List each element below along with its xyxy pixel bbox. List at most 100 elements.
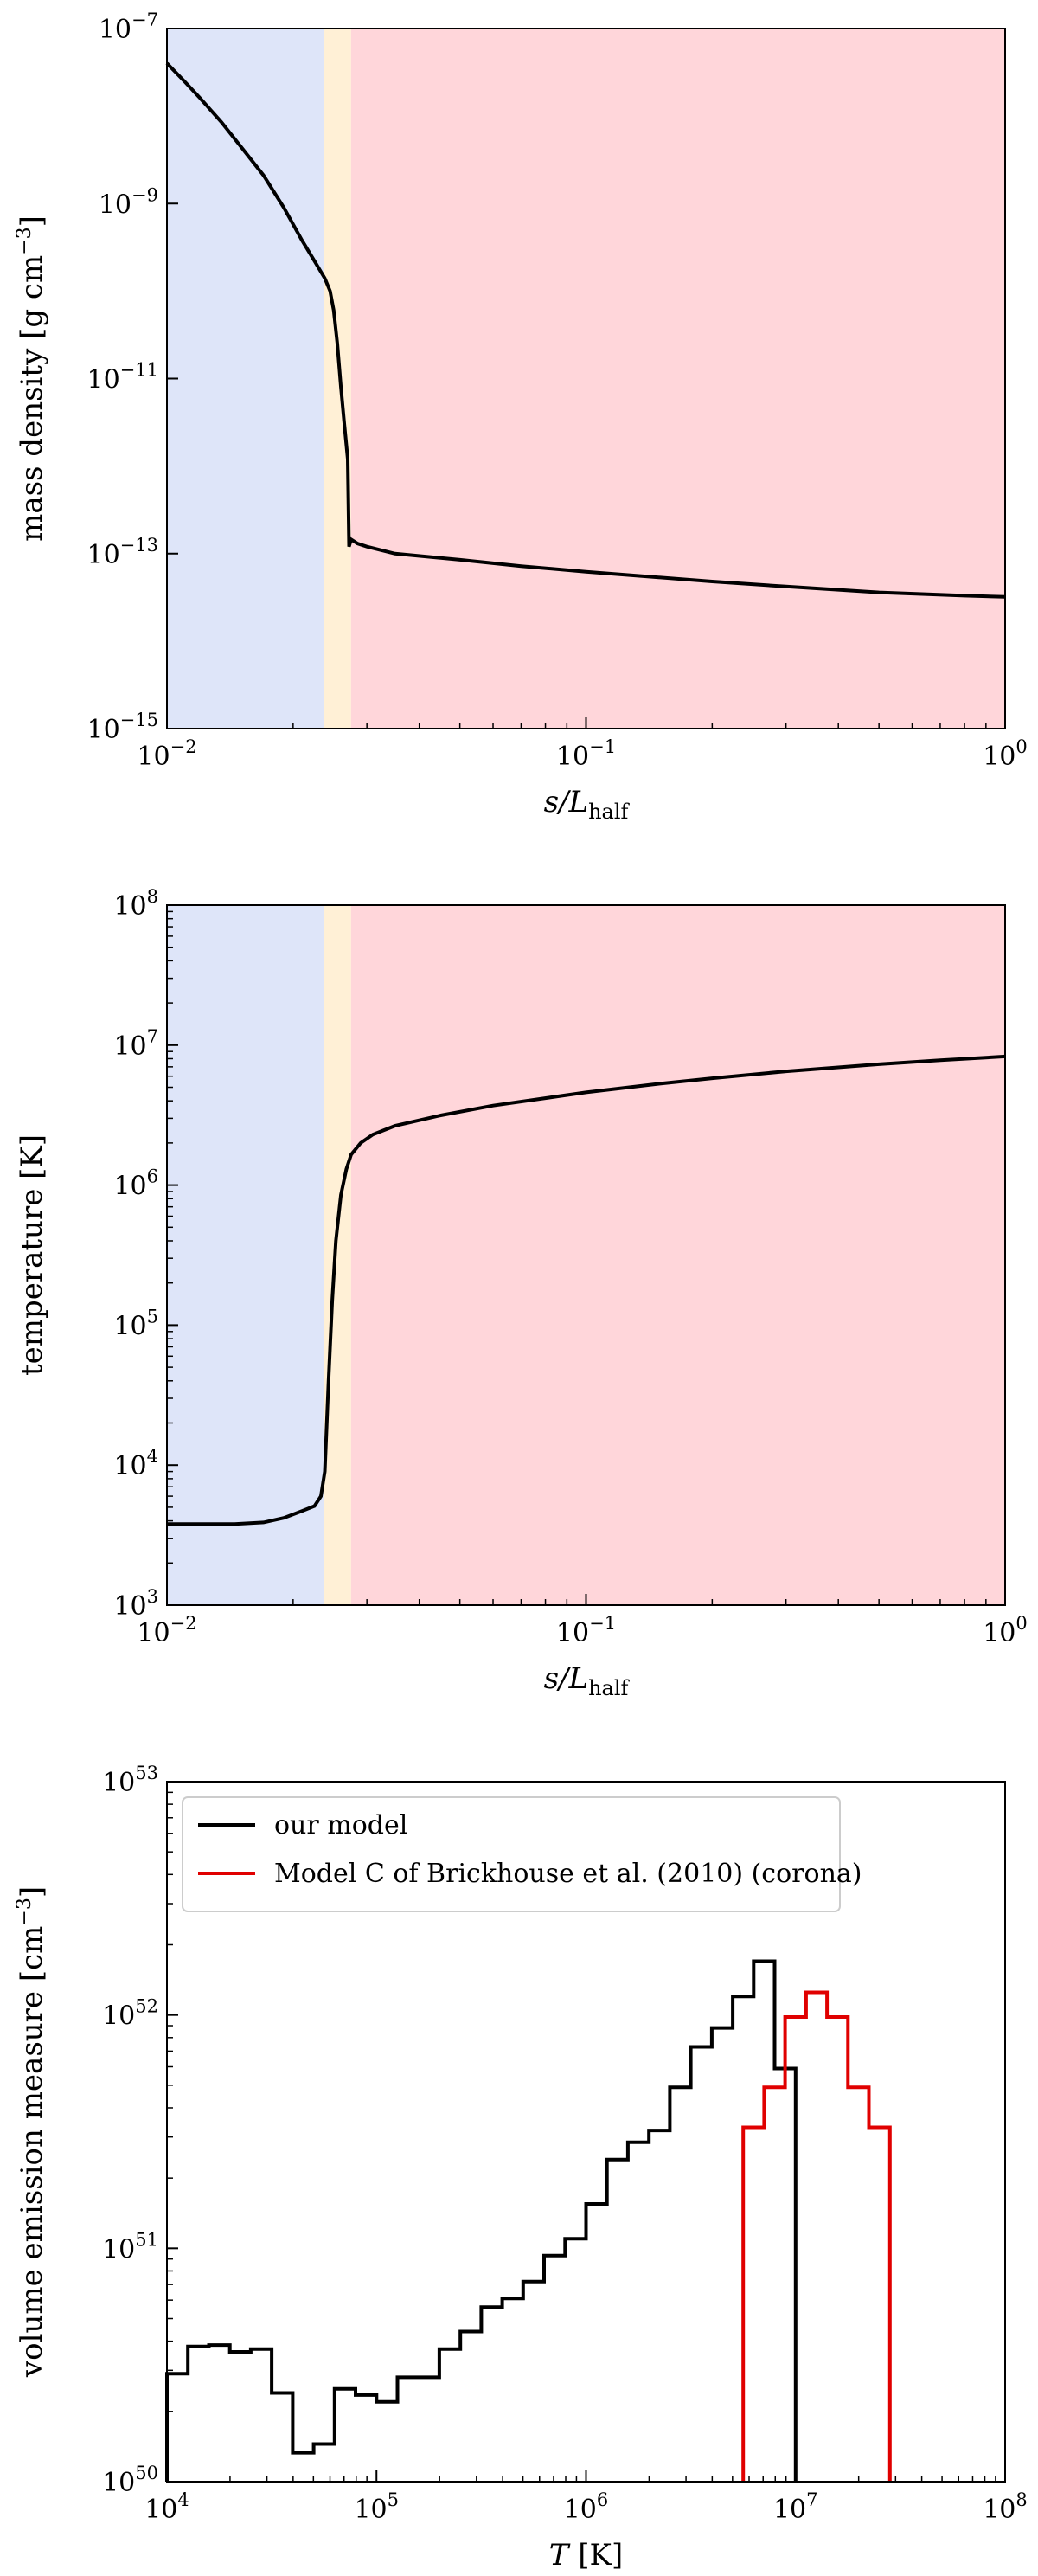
emission-measure-x-axis-label: T [K] [549,2538,623,2573]
x-tick-label: 108 [983,2489,1028,2525]
x-tick-exponent: −2 [170,736,197,757]
x-tick-base: 10 [556,1618,589,1648]
y-axis-label-sup: −3 [14,1898,35,1925]
y-tick-exponent: 6 [147,1166,158,1187]
x-tick-label: 106 [564,2489,609,2525]
y-tick-label: 105 [113,1306,158,1341]
region-band-1 [324,29,351,729]
region-band-1 [324,905,351,1605]
x-axis-label-sub: half [588,1676,630,1700]
temperature-series [167,1054,1006,1526]
y-tick-base: 10 [99,190,131,220]
x-tick-exponent: 5 [388,2489,399,2510]
y-tick-label: 1051 [102,2229,158,2264]
emission-measure-y-axis-label: volume emission measure [cm−3] [14,1886,49,2378]
y-tick-base: 10 [113,1591,146,1622]
y-tick-exponent: 7 [147,1026,158,1047]
x-tick-exponent: 0 [1016,1613,1027,1634]
region-band-0 [167,905,324,1605]
y-axis-label-sup: −3 [14,227,35,254]
emission-measure-series [165,1959,892,2482]
y-tick-exponent: 8 [147,886,158,907]
y-tick-label: 103 [113,1586,158,1622]
y-tick-base: 10 [102,1768,135,1798]
region-band-2 [350,29,1005,729]
x-tick-label: 107 [773,2489,818,2525]
emission-measure-x-ticks: 104 105 106 107 108 [144,2470,1028,2525]
x-tick-base: 10 [983,2495,1016,2525]
legend-entry-our-model: our model [274,1810,407,1840]
y-tick-base: 10 [86,365,119,395]
x-tick-exponent: −2 [170,1613,197,1634]
series-line-0 [167,1054,1006,1526]
x-tick-exponent: 4 [177,2489,189,2510]
y-axis-label-main: temperature [K] [15,1134,49,1376]
y-tick-label: 10−11 [86,360,158,395]
y-tick-base: 10 [86,540,119,570]
y-tick-label: 10−15 [86,710,158,745]
y-tick-base: 10 [102,2234,135,2264]
series-line-0 [165,1959,798,2482]
x-tick-base: 10 [556,742,589,772]
y-tick-base: 10 [113,1031,146,1062]
y-tick-base: 10 [113,1172,146,1202]
x-tick-base: 10 [564,2495,597,2525]
x-tick-label: 104 [144,2489,189,2525]
x-tick-base: 10 [983,742,1016,772]
mass-density-x-axis-label: s/Lhalf [544,785,631,824]
mass-density-y-axis-label: mass density [g cm−3] [14,215,49,542]
y-tick-exponent: −7 [131,10,158,30]
y-tick-exponent: 50 [135,2463,158,2483]
y-axis-label-end: ] [15,215,49,227]
x-tick-label: 10−2 [137,736,196,772]
mass-density-x-ticks: 10−2 10−1 100 [137,717,1028,772]
legend-entry-brickhouse: Model C of Brickhouse et al. (2010) (cor… [274,1859,862,1889]
x-tick-exponent: −1 [589,736,616,757]
x-tick-label: 100 [983,736,1028,772]
mass-density-regions [167,29,1005,729]
x-tick-label: 10−2 [137,1613,196,1648]
x-axis-label-end: [K] [568,2538,623,2573]
y-tick-exponent: 4 [147,1446,158,1467]
y-tick-exponent: 51 [135,2229,158,2250]
temperature-x-ticks: 10−2 10−1 100 [137,1594,1028,1648]
y-axis-label-main: volume emission measure [cm [15,1926,49,2379]
x-tick-base: 10 [144,2495,177,2525]
x-tick-exponent: 0 [1016,736,1027,757]
y-tick-label: 10−9 [99,184,158,220]
y-tick-label: 108 [113,886,158,922]
y-tick-label: 10−13 [86,535,158,570]
series-line-1 [741,1990,892,2482]
x-axis-label-main: s/L [544,785,588,819]
y-tick-label: 10−7 [99,10,158,45]
mass-density-minor-ticks [292,723,987,729]
y-tick-exponent: −11 [120,360,158,381]
y-tick-base: 10 [102,2468,135,2498]
x-axis-label-main: s/L [544,1661,588,1696]
temperature-regions [167,905,1005,1605]
x-tick-label: 10−1 [556,1613,616,1648]
y-tick-label: 1053 [102,1763,158,1798]
x-tick-base: 10 [773,2495,806,2525]
temperature-x-axis-label: s/Lhalf [544,1661,631,1700]
y-tick-label: 106 [113,1166,158,1202]
x-tick-exponent: 8 [1016,2489,1027,2510]
y-tick-exponent: −15 [120,710,158,730]
y-tick-exponent: 53 [135,1763,158,1783]
x-tick-label: 10−1 [556,736,616,772]
x-tick-base: 10 [354,2495,387,2525]
series-line-0 [165,61,1006,599]
x-tick-base: 10 [137,742,170,772]
mass-density-series [165,61,1006,599]
y-tick-base: 10 [113,1451,146,1481]
x-tick-label: 100 [983,1613,1028,1648]
y-tick-base: 10 [86,715,119,745]
x-tick-exponent: 7 [806,2489,817,2510]
y-tick-exponent: −9 [131,184,158,205]
y-tick-base: 10 [99,15,131,45]
